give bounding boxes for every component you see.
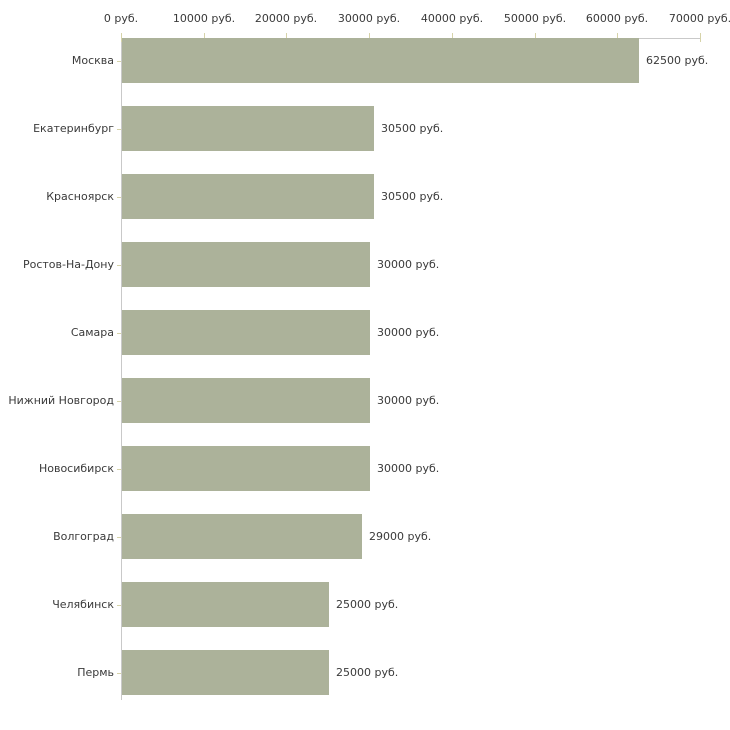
category-label: Челябинск [52,598,114,611]
y-axis-tick [117,265,121,266]
bar [122,582,329,627]
bar [122,38,639,83]
category-label: Самара [70,326,114,339]
y-axis-tick [117,129,121,130]
x-axis-tick-label: 40000 руб. [420,12,484,25]
bar [122,242,370,287]
bar [122,174,374,219]
value-label: 25000 руб. [336,598,399,611]
value-label: 30000 руб. [377,258,440,271]
x-axis-tick [452,33,453,42]
value-label: 25000 руб. [336,666,399,679]
bar [122,514,362,559]
x-axis-tick [286,33,287,42]
category-label: Ростов-На-Дону [22,258,114,271]
value-label: 29000 руб. [369,530,432,543]
x-axis-tick [535,33,536,42]
category-label: Москва [71,54,114,67]
x-axis-tick-label: 10000 руб. [172,12,236,25]
x-axis-tick-label: 0 руб. [103,12,139,25]
value-label: 30000 руб. [377,326,440,339]
y-axis-tick [117,61,121,62]
x-axis-tick-label: 30000 руб. [337,12,401,25]
x-axis-tick [204,33,205,42]
bar [122,310,370,355]
x-axis-tick [121,33,122,42]
category-label: Красноярск [46,190,114,203]
y-axis-tick [117,673,121,674]
value-label: 30000 руб. [377,394,440,407]
x-axis-tick-label: 50000 руб. [503,12,567,25]
y-axis-tick [117,537,121,538]
value-label: 30500 руб. [381,122,444,135]
value-label: 30500 руб. [381,190,444,203]
x-axis-tick [617,33,618,42]
y-axis-tick [117,401,121,402]
x-axis-tick [700,33,701,42]
x-axis-tick [369,33,370,42]
x-axis-tick-label: 60000 руб. [585,12,649,25]
y-axis-line [121,38,122,700]
y-axis-tick [117,333,121,334]
bar [122,650,329,695]
category-label: Волгоград [53,530,114,543]
y-axis-tick [117,197,121,198]
y-axis-tick [117,469,121,470]
category-label: Новосибирск [38,462,114,475]
bar [122,446,370,491]
bar [122,378,370,423]
category-label: Нижний Новгород [8,394,114,407]
x-axis-tick-label: 70000 руб. [668,12,730,25]
x-axis-tick-label: 20000 руб. [254,12,318,25]
category-label: Екатеринбург [33,122,114,135]
value-label: 30000 руб. [377,462,440,475]
y-axis-tick [117,605,121,606]
value-label: 62500 руб. [646,54,709,67]
category-label: Пермь [77,666,114,679]
bar [122,106,374,151]
